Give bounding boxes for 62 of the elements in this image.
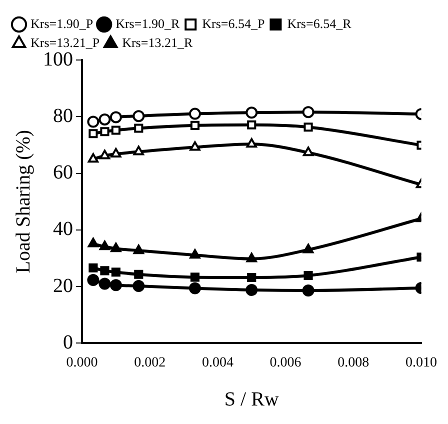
point [111, 126, 120, 135]
y-tick-label: 0 [63, 331, 73, 354]
point [110, 279, 122, 292]
point [100, 266, 110, 276]
point [132, 110, 145, 122]
point [88, 129, 98, 138]
legend-label: Krs=1.90_R [116, 16, 180, 31]
legend-label: Krs=13.21_R [122, 34, 193, 50]
x-tick-label: 0.006 [270, 355, 302, 370]
point [110, 242, 122, 252]
point [111, 268, 120, 277]
point [100, 127, 110, 136]
point [190, 272, 200, 282]
point [134, 124, 144, 133]
point [246, 252, 257, 262]
legend-label: Krs=6.54_P [202, 16, 265, 31]
point [87, 274, 100, 286]
point [98, 278, 111, 290]
y-tick-label: 100 [43, 48, 73, 70]
point [99, 150, 110, 160]
point [88, 263, 98, 272]
x-tick-label: 0.008 [338, 355, 370, 370]
point [304, 270, 313, 280]
point [87, 116, 100, 128]
point [88, 238, 99, 248]
point [134, 270, 144, 279]
y-axis-title: Load Sharing (%) [12, 130, 34, 274]
x-tick-label: 0.002 [134, 355, 166, 370]
point [133, 146, 144, 156]
x-tick-label: 0.010 [406, 355, 437, 370]
point [133, 244, 144, 254]
point [99, 240, 110, 250]
y-tick-label: 60 [53, 162, 73, 184]
point [247, 120, 256, 130]
legend-label: Krs=13.21_P [30, 34, 100, 50]
x-tick-label: 0.004 [202, 355, 234, 370]
point [98, 113, 111, 126]
point [88, 153, 99, 163]
point [188, 282, 201, 294]
point [247, 272, 256, 282]
point [132, 280, 145, 292]
y-tick-label: 40 [53, 218, 73, 240]
legend-label: Krs=6.54_R [287, 16, 352, 31]
point [246, 284, 258, 296]
point [110, 111, 122, 124]
point [110, 148, 122, 158]
point [302, 284, 314, 297]
x-tick-label: 0.000 [66, 355, 98, 370]
x-axis-title: S / Rw [224, 388, 280, 410]
point [190, 249, 200, 259]
point [302, 146, 314, 156]
point [246, 138, 257, 148]
point [190, 141, 200, 151]
legend-label: Krs=1.90_P [30, 16, 94, 31]
point [246, 106, 258, 119]
point [302, 106, 314, 118]
point [302, 244, 314, 254]
point [190, 120, 200, 130]
point [188, 108, 201, 120]
y-tick-label: 20 [53, 274, 73, 297]
y-tick-label: 80 [53, 104, 73, 127]
point [304, 122, 313, 132]
